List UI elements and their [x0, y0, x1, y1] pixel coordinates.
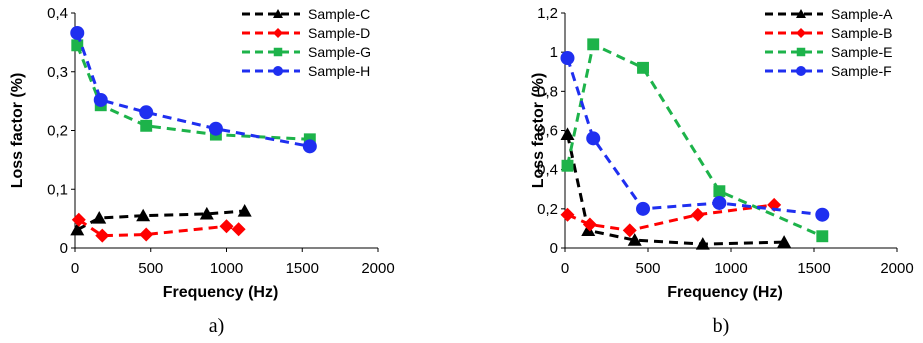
x-tick-label: 0 — [561, 260, 569, 277]
y-tick-label: 0,3 — [47, 64, 68, 81]
data-point — [208, 121, 223, 136]
data-point — [71, 212, 86, 227]
legend-label: Sample-G — [308, 44, 371, 60]
x-tick-label: 500 — [138, 260, 163, 277]
legend-marker — [796, 47, 806, 57]
legend-marker — [273, 28, 283, 38]
data-point — [560, 51, 575, 66]
legend-marker — [273, 47, 283, 57]
series-line — [75, 32, 311, 148]
series-sample-e — [561, 38, 829, 243]
y-axis-title: Loss factor (%) — [530, 73, 547, 189]
series-sample-c — [70, 203, 252, 236]
data-point — [815, 207, 830, 222]
y-axis-title: Loss factor (%) — [9, 73, 26, 189]
series-line — [566, 134, 785, 246]
y-tick-label: 0,4 — [47, 5, 68, 22]
chart-panel-a: 0 0,1 0,2 0,3 0,4 0 500 1000 1500 2000 Frequency (… — [9, 5, 395, 337]
x-tick-label: 1500 — [797, 260, 830, 277]
legend-label: Sample-C — [308, 6, 370, 22]
y-tick-label: 0,1 — [47, 181, 68, 198]
legend-marker — [796, 9, 806, 18]
data-point — [70, 25, 85, 40]
series-line — [566, 42, 823, 238]
series-sample-a — [560, 127, 792, 250]
legend-label: Sample-F — [831, 63, 892, 79]
x-tick-label: 500 — [635, 260, 660, 277]
data-point — [560, 127, 575, 141]
y-tick-label: 0,4 — [537, 162, 558, 179]
data-point — [637, 61, 649, 74]
data-point — [139, 105, 154, 120]
data-point — [237, 203, 252, 217]
data-point — [636, 201, 651, 216]
x-axis-title: Frequency (Hz) — [163, 284, 279, 301]
data-point — [627, 233, 642, 246]
y-tick-label: 0 — [550, 240, 558, 257]
data-point — [136, 208, 151, 222]
data-point — [140, 119, 153, 132]
data-point — [695, 237, 710, 250]
panel-label: a) — [209, 315, 225, 337]
y-tick-label: 0,8 — [537, 83, 558, 100]
data-point — [219, 219, 234, 234]
data-point — [303, 133, 316, 146]
chart-panel-b: 0 0,2 0,4 0,6 0,8 1 1,2 0 500 1000 1500 2000 Frequen… — [530, 5, 914, 337]
data-point — [622, 223, 637, 238]
data-point — [92, 211, 107, 224]
data-point — [93, 92, 108, 107]
data-point — [95, 228, 110, 243]
x-tick-label: 1000 — [714, 260, 747, 277]
y-tick-label: 1 — [550, 44, 558, 61]
y-tick-label: 0 — [60, 240, 68, 257]
legend-marker — [273, 66, 283, 76]
data-point — [70, 222, 85, 236]
legend: Sample-A Sample-B Sample-E Sample-F — [765, 6, 893, 79]
data-point — [713, 185, 726, 198]
data-point — [587, 38, 600, 51]
y-tick-label: 0,6 — [537, 123, 558, 140]
series-sample-b — [560, 197, 782, 238]
series-sample-d — [71, 212, 246, 243]
data-point — [199, 206, 214, 220]
legend: Sample-C Sample-D Sample-G Sample-H — [242, 6, 371, 79]
series-sample-h — [70, 25, 317, 154]
legend-label: Sample-H — [308, 63, 370, 79]
x-tick-label: 2000 — [880, 260, 913, 277]
legend-label: Sample-B — [831, 25, 892, 41]
x-tick-label: 0 — [71, 260, 79, 277]
legend-marker — [796, 66, 806, 76]
x-tick-label: 1500 — [286, 260, 319, 277]
data-point — [816, 230, 829, 243]
legend-label: Sample-D — [308, 25, 370, 41]
data-point — [586, 131, 601, 146]
series-sample-f — [560, 51, 830, 222]
series-line — [566, 203, 775, 232]
y-tick-label: 1,2 — [537, 5, 558, 22]
data-point — [712, 195, 727, 210]
panel-label: b) — [713, 315, 730, 337]
data-point — [302, 139, 317, 154]
legend-marker — [796, 28, 806, 38]
data-point — [139, 227, 154, 242]
data-point — [777, 235, 792, 248]
y-tick-label: 0,2 — [537, 201, 558, 218]
data-point — [560, 207, 575, 222]
x-tick-label: 1000 — [210, 260, 243, 277]
data-point — [561, 159, 574, 172]
y-tick-label: 0,2 — [47, 123, 68, 140]
series-line — [75, 44, 310, 141]
series-line — [566, 57, 823, 217]
data-point — [71, 39, 84, 52]
x-tick-label: 2000 — [361, 260, 394, 277]
data-point — [690, 207, 705, 222]
legend-label: Sample-A — [831, 6, 893, 22]
x-axis-title: Frequency (Hz) — [667, 284, 783, 301]
legend-marker — [273, 9, 283, 18]
data-point — [582, 217, 597, 232]
legend-label: Sample-E — [831, 44, 892, 60]
data-point — [231, 222, 246, 237]
